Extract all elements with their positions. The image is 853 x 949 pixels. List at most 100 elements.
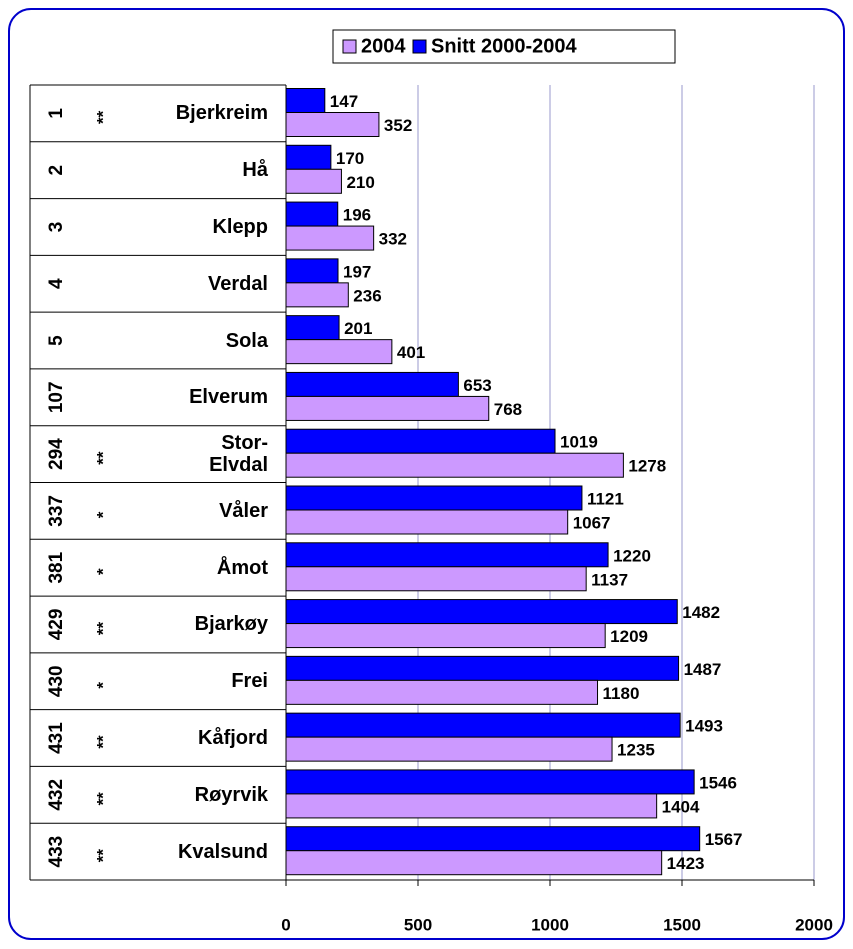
- x-tick-label: 2000: [795, 915, 833, 934]
- rank-label: 4: [46, 278, 67, 289]
- value-label: 1067: [573, 513, 611, 532]
- value-label: 1209: [610, 627, 648, 646]
- value-label: 201: [344, 319, 372, 338]
- category-label: Åmot: [216, 556, 268, 579]
- value-label: 197: [343, 262, 371, 281]
- bar: [285, 258, 339, 284]
- category-label: Bjarkøy: [194, 613, 268, 636]
- rank-label: 1: [46, 108, 67, 119]
- mark-label: **: [93, 792, 112, 806]
- value-label: 768: [494, 400, 522, 419]
- mark-label: *: [93, 682, 112, 689]
- value-label: 147: [330, 92, 358, 111]
- bar: [285, 566, 587, 592]
- mark-label: *: [93, 511, 112, 518]
- bar: [285, 679, 599, 705]
- value-label: 1404: [662, 797, 700, 816]
- bar: [285, 371, 459, 397]
- value-label: 401: [397, 343, 425, 362]
- value-label: 210: [346, 173, 374, 192]
- legend-swatch: [342, 39, 357, 54]
- mark-label: **: [93, 110, 112, 124]
- category-label: Hå: [242, 159, 268, 182]
- bar: [285, 395, 490, 421]
- category-label: Våler: [219, 499, 268, 522]
- rank-label: 5: [46, 335, 67, 346]
- category-label: Sola: [225, 329, 268, 352]
- bar: [285, 112, 380, 137]
- bar: [285, 850, 663, 876]
- x-tick-label: 500: [404, 915, 432, 934]
- mark-label: **: [93, 849, 112, 863]
- bar: [285, 769, 695, 795]
- value-label: 1220: [613, 546, 651, 565]
- rank-label: 433: [46, 836, 67, 868]
- legend-label: 2004: [361, 35, 406, 57]
- legend-label: Snitt 2000-2004: [431, 35, 578, 57]
- value-label: 1121: [587, 489, 624, 508]
- rank-label: 3: [46, 222, 67, 233]
- value-label: 1493: [685, 717, 723, 736]
- value-label: 1137: [591, 570, 628, 589]
- value-label: 196: [343, 206, 371, 225]
- x-tick-label: 1500: [663, 915, 701, 934]
- bar: [285, 428, 556, 454]
- value-label: 236: [353, 286, 381, 305]
- rank-label: 432: [46, 779, 67, 811]
- category-label: Bjerkreim: [175, 102, 268, 125]
- bar: [285, 655, 680, 681]
- category-label: Elverum: [189, 386, 268, 409]
- rank-label: 2: [46, 165, 67, 176]
- value-label: 1482: [682, 603, 720, 622]
- bar: [285, 88, 326, 113]
- legend-swatch: [412, 39, 427, 54]
- bar: [285, 168, 342, 194]
- bar: [285, 826, 701, 852]
- bar: [285, 225, 375, 251]
- value-label: 653: [463, 376, 491, 395]
- category-label: Verdal: [207, 272, 268, 295]
- rank-label: 337: [46, 495, 67, 527]
- value-label: 1423: [667, 854, 705, 873]
- value-label: 1546: [699, 773, 737, 792]
- rank-label: 430: [46, 665, 67, 697]
- category-label: Klepp: [212, 215, 268, 238]
- bar: [285, 452, 624, 478]
- value-label: 1019: [560, 433, 598, 452]
- bar: [285, 736, 613, 762]
- bar: [285, 599, 678, 625]
- bar: [285, 623, 606, 649]
- bar: [285, 712, 681, 738]
- bar: [285, 509, 569, 535]
- x-tick-label: 0: [281, 915, 290, 934]
- x-tick-label: 1000: [531, 915, 569, 934]
- value-label: 1567: [705, 830, 743, 849]
- value-label: 332: [379, 230, 407, 249]
- bar: [285, 793, 658, 819]
- rank-label: 294: [46, 438, 67, 470]
- category-label: Kåfjord: [198, 727, 268, 750]
- category-label: Kvalsund: [177, 840, 268, 863]
- bar: [285, 315, 340, 341]
- mark-label: *: [93, 568, 112, 575]
- value-label: 352: [384, 116, 412, 135]
- rank-label: 429: [46, 609, 67, 641]
- legend-box: [332, 29, 676, 64]
- category-label: Frei: [231, 670, 268, 693]
- rank-label: 431: [46, 722, 67, 754]
- mark-label: **: [93, 621, 112, 635]
- category-label: Røyrvik: [194, 783, 268, 806]
- value-label: 1487: [684, 660, 722, 679]
- category-label: Stor-Elvdal: [209, 432, 268, 477]
- value-label: 1278: [628, 457, 666, 476]
- mark-label: **: [93, 451, 112, 465]
- value-label: 1235: [617, 741, 655, 760]
- mark-label: **: [93, 735, 112, 749]
- value-label: 1180: [603, 684, 640, 703]
- bar: [285, 339, 393, 365]
- value-label: 170: [336, 149, 364, 168]
- bar: [285, 282, 349, 308]
- bar: [285, 144, 332, 170]
